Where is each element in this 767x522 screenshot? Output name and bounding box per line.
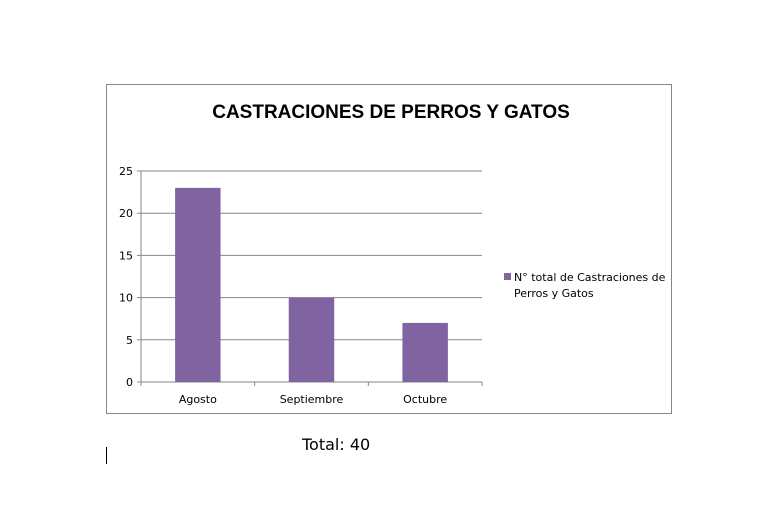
y-tick-label: 0: [126, 376, 133, 389]
bar-chart: CASTRACIONES DE PERROS Y GATOS 0 5 10 15 20 2…: [119, 102, 666, 406]
bar: [402, 322, 448, 382]
legend: N° total de Castraciones de Perros y Gat…: [504, 271, 666, 300]
chart-title: CASTRACIONES DE PERROS Y GATOS: [212, 102, 570, 123]
y-tick-label: 10: [119, 292, 133, 305]
text-cursor: [106, 447, 107, 464]
y-tick-label: 25: [119, 165, 133, 178]
y-tick-label: 15: [119, 249, 133, 262]
y-tick-label: 20: [119, 207, 133, 220]
legend-swatch: [504, 273, 511, 280]
x-tick-label: Septiembre: [280, 393, 344, 406]
tick-labels: 0 5 10 15 20 25 Agosto Septiembre Octubre: [119, 165, 447, 406]
legend-label-line-2: Perros y Gatos: [514, 287, 594, 300]
bar: [175, 187, 221, 382]
bar: [288, 297, 335, 382]
x-tick-label: Octubre: [403, 393, 447, 406]
legend-label-line-1: N° total de Castraciones de: [514, 271, 666, 284]
total-text: Total: 40: [302, 435, 371, 454]
x-tick-label: Agosto: [179, 393, 217, 406]
y-tick-label: 5: [126, 334, 133, 347]
chart-area: CASTRACIONES DE PERROS Y GATOS 0 5 10 15 20 2…: [106, 84, 672, 414]
bars: [175, 187, 448, 382]
